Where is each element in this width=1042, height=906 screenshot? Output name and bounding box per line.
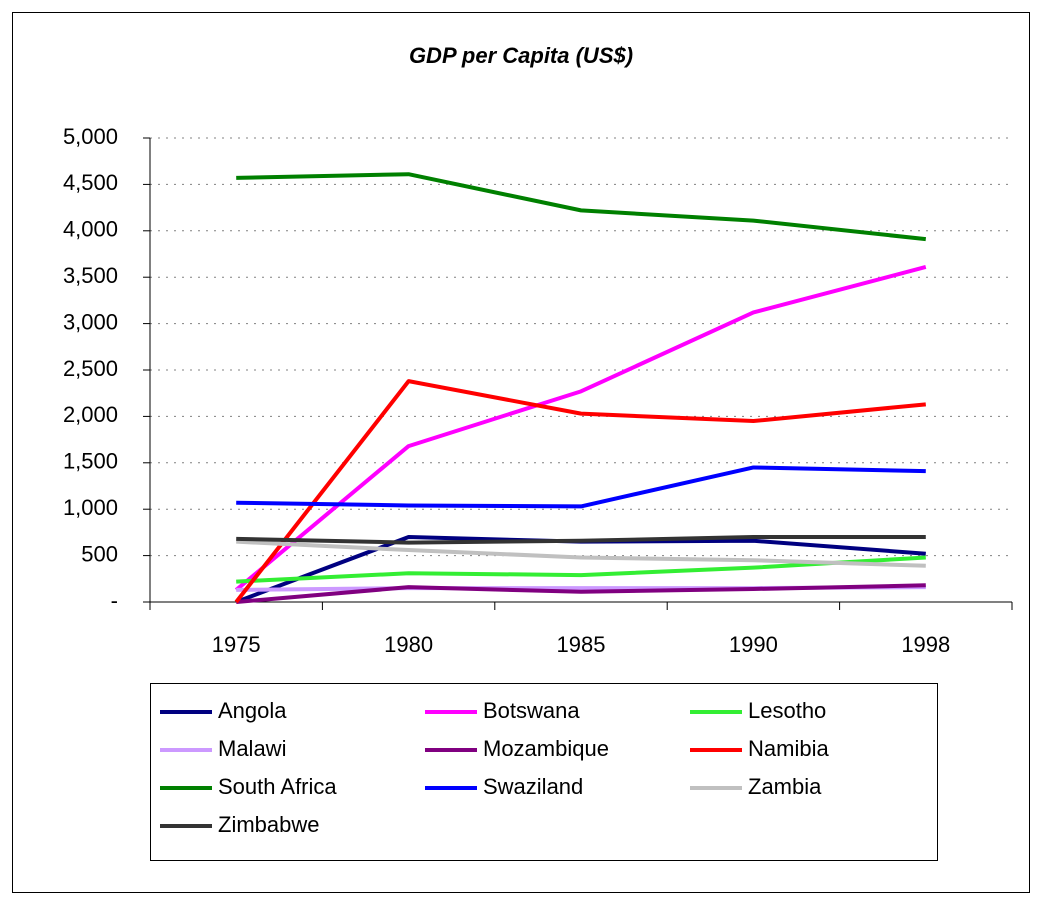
- legend-label: Angola: [218, 698, 287, 723]
- legend-label: Lesotho: [748, 698, 826, 723]
- x-tick-label: 1980: [384, 632, 433, 657]
- legend-label: Botswana: [483, 698, 580, 723]
- y-tick-label: 5,000: [63, 124, 118, 149]
- y-tick-label: 1,000: [63, 495, 118, 520]
- series-line: [236, 535, 926, 545]
- legend-label: South Africa: [218, 774, 337, 799]
- legend-label: Namibia: [748, 736, 829, 761]
- legend-label: Zimbabwe: [218, 812, 319, 837]
- series-line: [234, 265, 927, 592]
- series-line: [236, 583, 926, 604]
- legend-label: Mozambique: [483, 736, 609, 761]
- y-tick-label: 3,500: [63, 263, 118, 288]
- x-tick-label: 1990: [729, 632, 778, 657]
- y-tick-label: 500: [81, 541, 118, 566]
- series-line: [236, 172, 927, 242]
- y-tick-label: 2,000: [63, 402, 118, 427]
- legend-label: Malawi: [218, 736, 286, 761]
- chart-title: GDP per Capita (US$): [409, 43, 633, 68]
- series-line: [236, 539, 926, 568]
- x-tick-label: 1998: [901, 632, 950, 657]
- legend-label: Zambia: [748, 774, 822, 799]
- series-line: [236, 555, 926, 584]
- legend-label: Swaziland: [483, 774, 583, 799]
- y-tick-label: 4,500: [63, 170, 118, 195]
- y-tick-label: -: [111, 588, 118, 613]
- legend-box: [150, 683, 938, 861]
- x-tick-label: 1985: [557, 632, 606, 657]
- series-line: [236, 465, 926, 509]
- y-tick-label: 1,500: [63, 449, 118, 474]
- y-tick-label: 4,000: [63, 217, 118, 242]
- y-tick-label: 2,500: [63, 356, 118, 381]
- x-tick-label: 1975: [212, 632, 261, 657]
- y-tick-label: 3,000: [63, 309, 118, 334]
- series-line: [234, 379, 926, 604]
